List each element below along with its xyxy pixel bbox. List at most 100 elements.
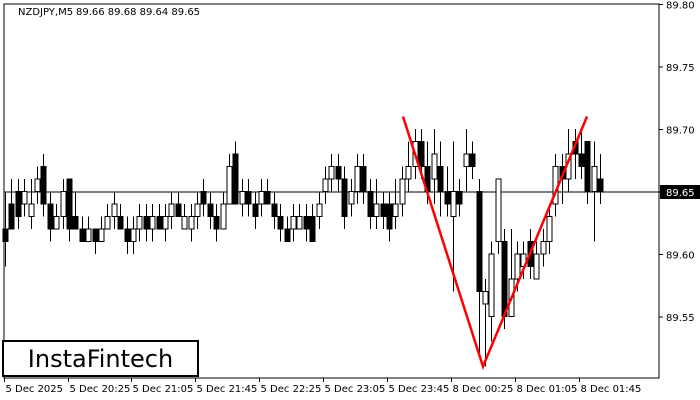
candle [584,141,591,204]
y-tick-label: 89.55 [666,313,695,324]
candle [226,154,233,205]
candle-body-bear [469,153,476,167]
candle-body-bear [367,191,374,217]
candle [380,191,387,229]
candle-body-bear [207,203,214,217]
candle-body-bear [309,216,316,242]
candle-body-bull [348,191,355,205]
candle [482,279,489,367]
candle-body-bull [104,216,111,230]
candle [546,204,553,254]
candle-body-bull [220,203,227,230]
candle [469,141,476,179]
candle [578,129,585,179]
candle [290,204,297,242]
candle [79,216,86,242]
candle [309,204,316,242]
candle [168,191,175,229]
candle [53,204,60,230]
x-tick-label: 5 Dec 23:05 [325,384,386,395]
candle-body-bear [245,191,252,205]
candle-body-bull [181,216,188,230]
candle [130,216,137,254]
candle-body-bear [213,216,220,230]
candle [2,191,9,267]
candle [66,178,73,242]
candle [60,179,67,229]
candle [220,191,227,230]
candle-body-bull [111,203,118,217]
candle-body-bull [60,191,67,217]
candle-body-bull [136,216,143,230]
candle-body-bull [258,191,265,205]
candle-body-bull [328,166,335,180]
candle-body-bear [476,191,483,292]
candle [200,179,207,217]
candle [149,204,156,242]
candle [444,166,451,217]
candle [284,216,291,242]
candle-body-bear [277,216,284,230]
candle-body-bull [290,216,297,230]
candle [316,191,323,229]
candle-body-bear [175,203,182,217]
candle-body-bear [232,153,239,205]
candle [591,141,598,242]
candle-body-bear [380,203,387,217]
y-tick-label: 89.70 [666,126,695,137]
candle-body-bear [418,141,425,167]
candle [232,141,239,205]
candle-body-bull [431,153,438,180]
candle-body-bull [239,191,246,205]
y-tick-label: 89.60 [666,251,695,262]
candle-body-bull [540,241,547,255]
candle-body-bull [149,216,156,230]
candle [271,191,278,229]
candle-body-bear [386,203,393,230]
y-tick-label: 89.75 [666,63,695,74]
candle-body-bear [597,178,604,192]
candle [143,204,150,242]
candle [98,216,105,242]
candle [213,204,220,242]
candle [335,154,342,192]
candle [399,166,406,217]
brand-logo-text: InstaFintech [27,344,174,373]
candle [85,216,92,242]
candle [156,204,163,230]
candle-body-bull [130,228,137,242]
x-tick-label: 5 Dec 2025 [6,384,64,395]
candle [322,166,329,204]
candle [373,179,380,229]
candle-body-bull [405,166,412,180]
current-price-marker: 89.65 [660,185,700,199]
candle [392,179,399,229]
candle-body-bull [533,253,540,280]
candle-body-bull [28,203,35,217]
candle-body-bear [40,166,47,205]
candle-body-bull [85,228,92,242]
candle [431,129,438,204]
candle-body-bear [501,241,508,317]
candle-body-bear [264,191,271,205]
candle [277,204,284,242]
candle-body-bear [360,166,367,192]
candle [437,141,444,217]
candle [21,179,28,217]
current-price-label: 89.65 [666,188,695,199]
candle-body-bear [200,191,207,205]
candle [181,204,188,230]
candle-body-bull [34,178,41,192]
candle-body-bear [437,166,444,192]
candle-body-bear [456,191,463,205]
x-axis: 5 Dec 2025 5 Dec 20:25 5 Dec 21:05 5 Dec 21… [4,378,641,395]
candle-body-bull [53,216,60,230]
candle [162,204,169,242]
candle-body-bear [2,228,9,242]
x-tick-label: 5 Dec 21:45 [197,384,258,395]
candle [111,191,118,229]
candle-body-bull [188,216,195,230]
candle [239,179,246,217]
candle-body-bull [168,203,175,217]
